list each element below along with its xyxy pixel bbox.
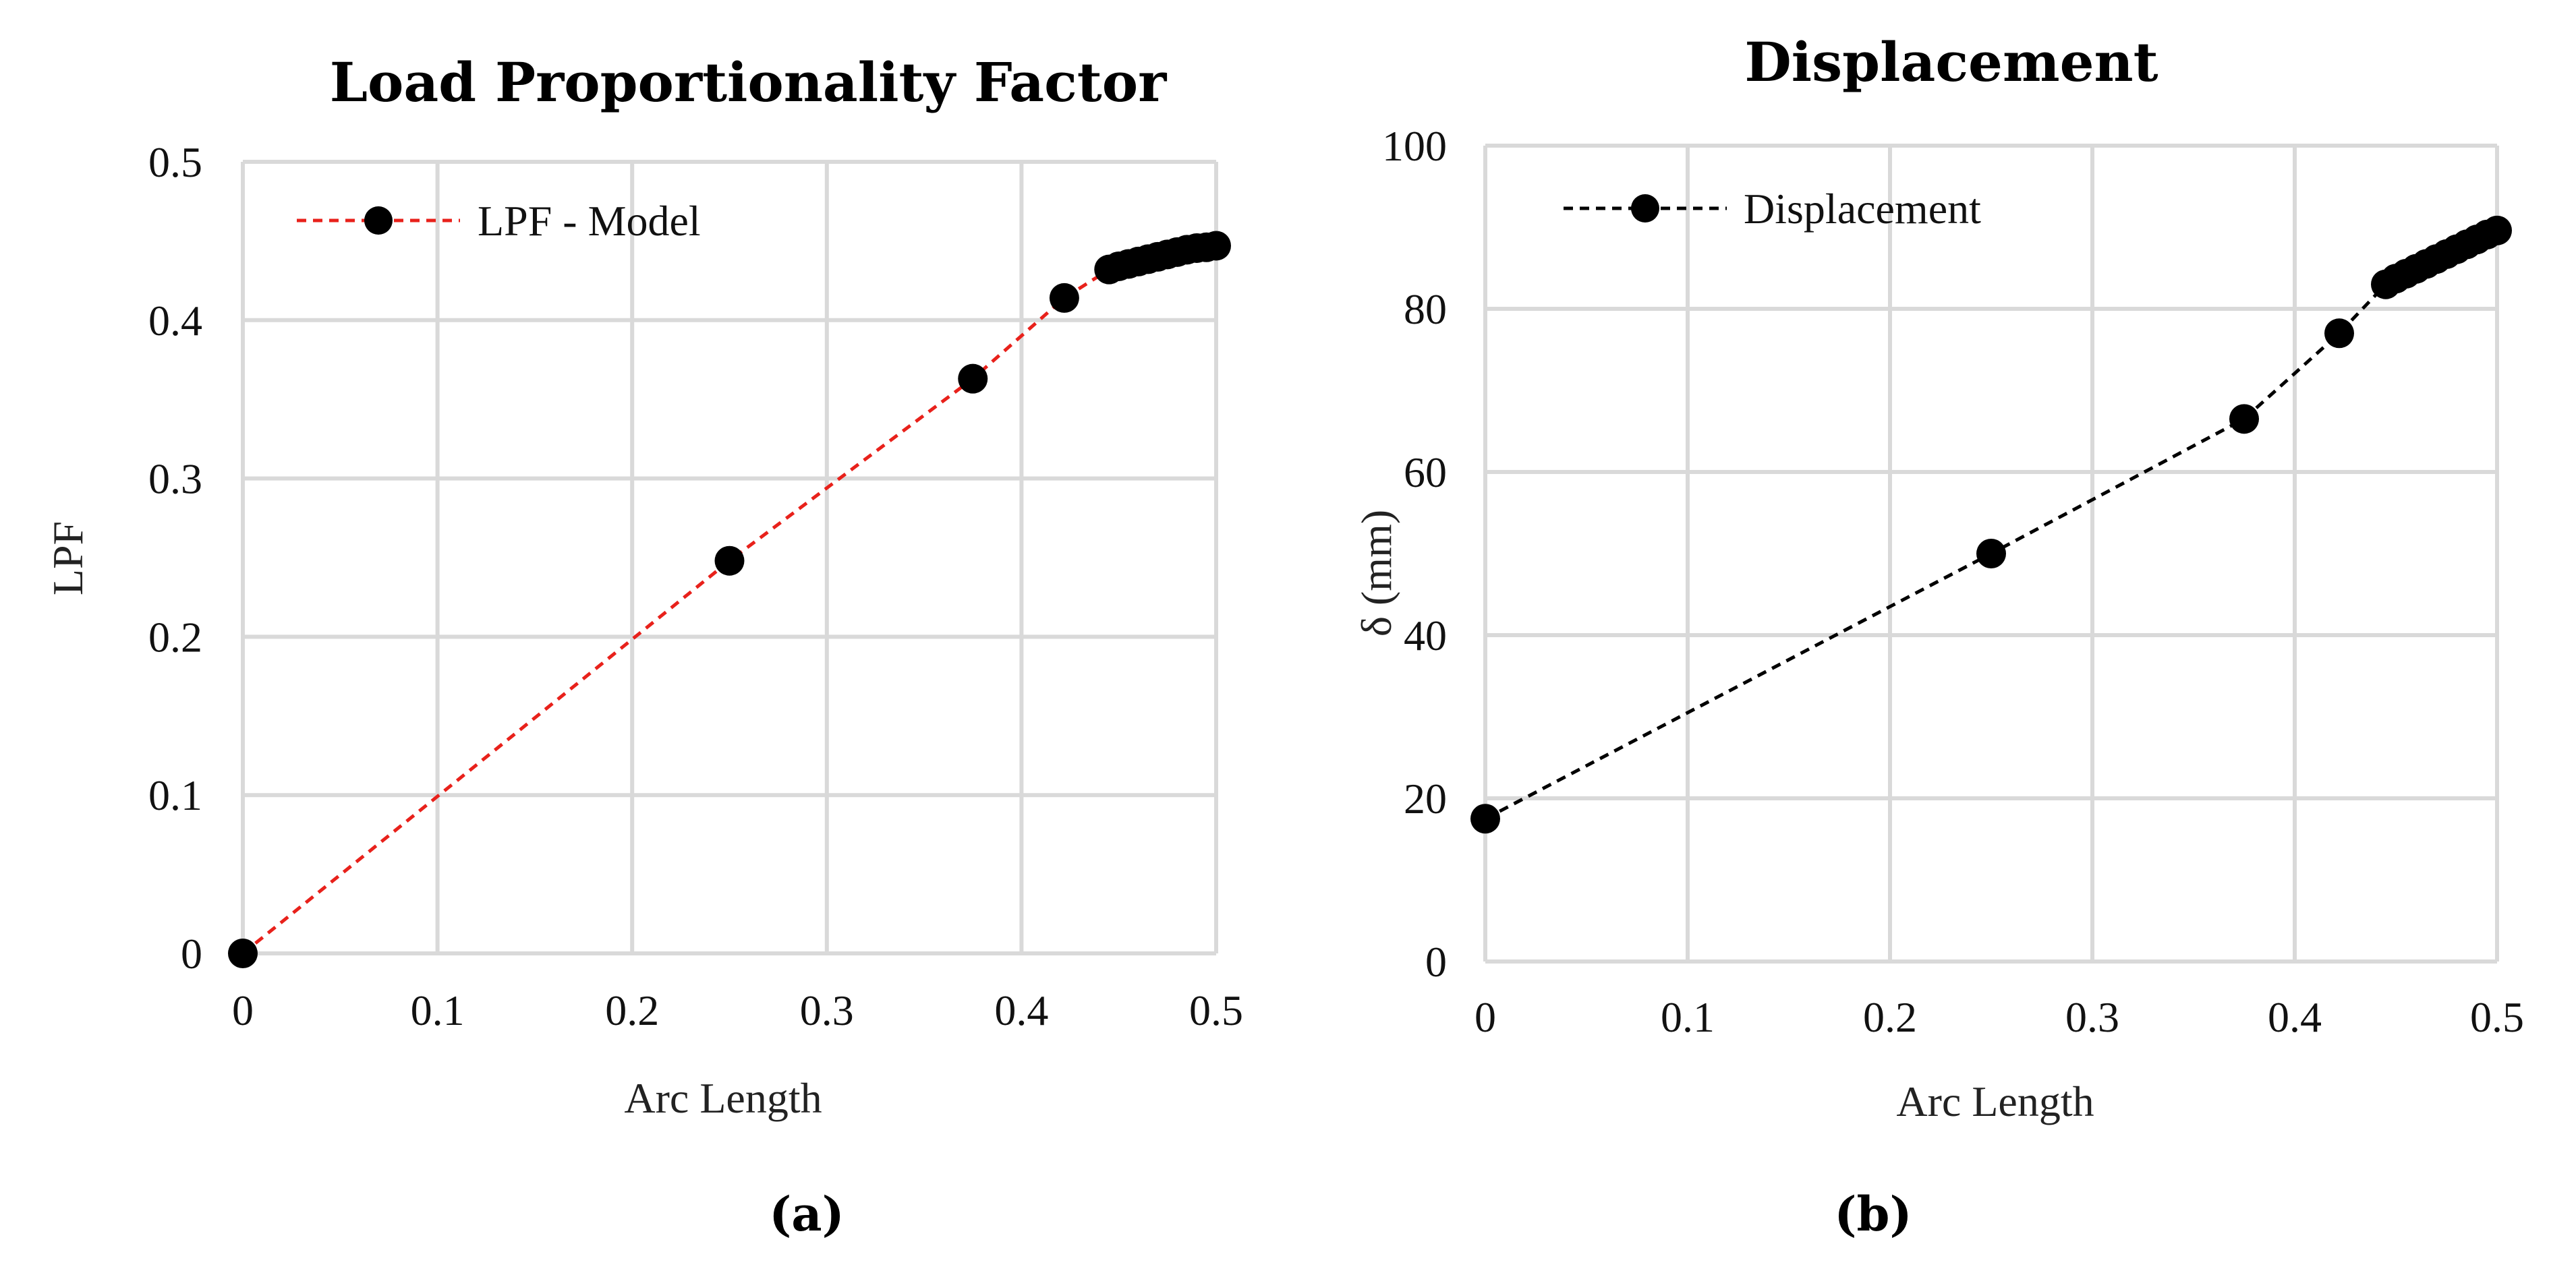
data-point <box>2229 404 2259 434</box>
chart-title: Displacement <box>1744 30 2158 94</box>
y-tick-label: 0.4 <box>148 297 202 345</box>
legend-marker <box>364 206 393 235</box>
y-tick-label: 0 <box>1425 938 1447 986</box>
y-tick-label: 0 <box>181 930 202 978</box>
legend-label: Displacement <box>1744 185 1981 233</box>
x-tick-label: 0.2 <box>1863 993 1917 1041</box>
x-tick-label: 0.4 <box>2268 993 2322 1041</box>
x-tick-labels: 0 0.1 0.2 0.3 0.4 0.5 <box>232 986 1243 1034</box>
y-tick-label: 80 <box>1404 285 1447 333</box>
x-tick-label: 0.4 <box>994 986 1048 1034</box>
y-tick-label: 0.1 <box>148 771 202 819</box>
chart-title: Load Proportionality Factor <box>330 51 1167 114</box>
data-point <box>2482 215 2512 245</box>
y-tick-labels: 0 20 40 60 80 100 <box>1382 122 1447 986</box>
x-tick-labels: 0 0.1 0.2 0.3 0.4 0.5 <box>1475 993 2524 1041</box>
lpf-chart: Load Proportionality Factor 0 0.1 0.2 0.… <box>44 51 1243 1242</box>
series-line <box>1484 229 2498 821</box>
data-point <box>958 363 988 394</box>
data-point <box>2324 318 2354 349</box>
y-axis-label: LPF <box>44 521 92 595</box>
legend: Displacement <box>1564 185 1981 233</box>
y-tick-label: 0.3 <box>148 455 202 503</box>
x-tick-label: 0.2 <box>605 986 659 1034</box>
x-tick-label: 0 <box>1475 993 1496 1041</box>
y-tick-label: 0.2 <box>148 613 202 661</box>
series-layer <box>1470 215 2512 834</box>
data-point <box>1201 231 1231 261</box>
x-tick-label: 0.1 <box>411 986 465 1034</box>
x-tick-label: 0.1 <box>1661 993 1715 1041</box>
gridlines <box>241 160 1218 955</box>
x-tick-label: 0.3 <box>2065 993 2119 1041</box>
x-tick-label: 0.5 <box>2470 993 2524 1041</box>
data-point <box>714 545 745 576</box>
y-tick-label: 0.5 <box>148 138 202 186</box>
legend-label: LPF - Model <box>478 197 701 245</box>
data-point <box>228 939 258 968</box>
figure-caption: (b) <box>1834 1186 1912 1242</box>
y-tick-label: 60 <box>1404 448 1447 496</box>
data-point <box>1470 804 1500 834</box>
y-tick-label: 20 <box>1404 775 1447 823</box>
legend: LPF - Model <box>297 197 701 245</box>
displacement-chart: Displacement 0 0.1 0.2 0.3 0.4 0.5 0 20 … <box>1352 30 2524 1242</box>
x-axis-label: Arc Length <box>624 1074 822 1122</box>
data-point <box>1976 539 2006 568</box>
y-tick-label: 40 <box>1404 612 1447 659</box>
y-tick-labels: 0 0.1 0.2 0.3 0.4 0.5 <box>148 138 202 978</box>
x-tick-label: 0 <box>232 986 254 1034</box>
legend-marker <box>1631 194 1659 223</box>
x-axis-label: Arc Length <box>1896 1077 2094 1125</box>
gridlines <box>1483 144 2499 964</box>
series-line <box>241 243 1217 955</box>
x-tick-label: 0.5 <box>1189 986 1243 1034</box>
y-axis-label: δ (mm) <box>1352 510 1400 636</box>
y-tick-label: 100 <box>1382 122 1447 170</box>
x-tick-label: 0.3 <box>800 986 854 1034</box>
figure-caption: (a) <box>769 1186 845 1242</box>
data-point <box>1049 283 1079 313</box>
series-layer <box>228 231 1231 968</box>
